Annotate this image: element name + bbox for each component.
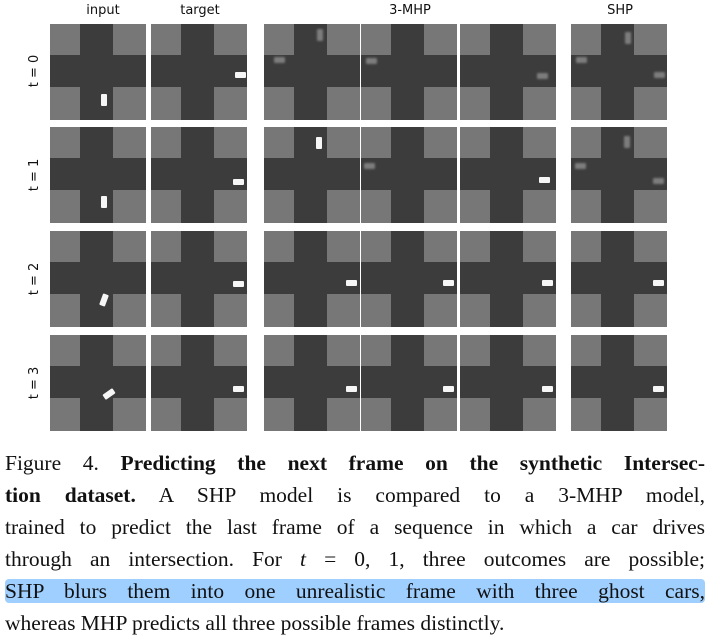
horizontal-road <box>50 158 146 190</box>
frame-t1-3-mhp-b <box>361 127 457 223</box>
horizontal-road <box>264 262 360 294</box>
ghost-car <box>575 163 586 169</box>
horizontal-road <box>264 366 360 398</box>
frame-t2-target <box>151 231 247 327</box>
horizontal-road <box>571 366 667 398</box>
ghost-car <box>317 29 323 41</box>
horizontal-road <box>361 366 457 398</box>
ghost-car <box>537 73 548 79</box>
ghost-car <box>366 58 377 64</box>
frame-t3-3-mhp-c <box>460 335 556 431</box>
frame-t2-3-mhp-c <box>460 231 556 327</box>
horizontal-road <box>571 55 667 87</box>
car <box>443 280 454 286</box>
frame-t1-3-mhp-c <box>460 127 556 223</box>
caption-title-part1: Predicting the next frame on the synthet… <box>120 451 706 475</box>
frame-t3-3-mhp-b <box>361 335 457 431</box>
car <box>101 196 107 208</box>
frame-t0-target <box>151 24 247 120</box>
ghost-car <box>624 136 630 148</box>
horizontal-road <box>361 158 457 190</box>
caption-line-1: Figure 4. Predicting the next frame on t… <box>5 447 705 479</box>
caption-highlighted-text: SHP blurs them into one unrealistic fram… <box>5 579 705 603</box>
car <box>233 179 244 185</box>
car <box>233 281 244 287</box>
horizontal-road <box>571 158 667 190</box>
row-label-t1: t = 1 <box>27 158 42 192</box>
horizontal-road <box>361 55 457 87</box>
horizontal-road <box>264 158 360 190</box>
car <box>443 386 454 392</box>
car <box>539 177 550 183</box>
horizontal-road <box>460 158 556 190</box>
car <box>542 386 553 392</box>
frame-t2-shp <box>571 231 667 327</box>
column-header-target: target <box>180 3 220 18</box>
frame-t0-shp <box>571 24 667 120</box>
caption-line-5: SHP blurs them into one unrealistic fram… <box>5 575 705 607</box>
caption-math-t: t <box>300 547 307 571</box>
frame-t1-3-mhp-a <box>264 127 360 223</box>
horizontal-road <box>50 55 146 87</box>
frame-t2-input <box>50 231 146 327</box>
frame-t2-3-mhp-a <box>264 231 360 327</box>
horizontal-road <box>50 262 146 294</box>
caption-line-6: whereas MHP predicts all three possible … <box>5 611 505 635</box>
frame-t1-input <box>50 127 146 223</box>
frame-t3-input <box>50 335 146 431</box>
row-label-t2: t = 2 <box>27 262 42 296</box>
car <box>346 386 357 392</box>
frame-t0-3-mhp-a <box>264 24 360 120</box>
car <box>653 280 664 286</box>
figure-label: Figure 4. <box>5 451 99 475</box>
frame-t2-3-mhp-b <box>361 231 457 327</box>
frame-t1-shp <box>571 127 667 223</box>
frame-t1-target <box>151 127 247 223</box>
horizontal-road <box>151 262 247 294</box>
horizontal-road <box>151 158 247 190</box>
ghost-car <box>274 57 285 63</box>
horizontal-road <box>460 262 556 294</box>
frame-t0-3-mhp-b <box>361 24 457 120</box>
caption-line-4: through an intersection. For t = 0, 1, t… <box>5 543 705 575</box>
caption-text-line2: A SHP model is compared to a 3-MHP model… <box>135 483 705 507</box>
row-label-t0: t = 0 <box>27 54 42 88</box>
horizontal-road <box>361 262 457 294</box>
ghost-car <box>625 32 631 44</box>
car <box>316 137 322 149</box>
horizontal-road <box>460 55 556 87</box>
car <box>542 280 553 286</box>
frame-t0-input <box>50 24 146 120</box>
caption-title-part2: tion dataset. <box>5 483 136 507</box>
car <box>101 94 107 106</box>
row-label-t3: t = 3 <box>27 366 42 400</box>
car <box>653 386 664 392</box>
horizontal-road <box>264 55 360 87</box>
column-header-shp: SHP <box>607 3 633 18</box>
ghost-car <box>364 163 375 169</box>
frame-t0-3-mhp-c <box>460 24 556 120</box>
car <box>346 280 357 286</box>
ghost-car <box>576 57 587 63</box>
column-header-input: input <box>86 3 120 18</box>
frame-t3-3-mhp-a <box>264 335 360 431</box>
frame-t3-target <box>151 335 247 431</box>
horizontal-road <box>571 262 667 294</box>
ghost-car <box>653 178 664 184</box>
caption-text-line4b: = 0, 1, three outcomes are possible; <box>306 547 705 571</box>
horizontal-road <box>151 55 247 87</box>
horizontal-road <box>50 366 146 398</box>
ghost-car <box>654 72 665 78</box>
frame-t3-shp <box>571 335 667 431</box>
caption-line-2: tion dataset. A SHP model is compared to… <box>5 479 705 511</box>
car <box>233 386 244 392</box>
caption-text-line4a: through an intersection. For <box>5 547 301 571</box>
car <box>235 72 246 78</box>
horizontal-road <box>151 366 247 398</box>
column-header-3-mhp: 3-MHP <box>389 3 431 18</box>
horizontal-road <box>460 366 556 398</box>
caption-line-3: trained to predict the last frame of a s… <box>5 515 705 539</box>
figure-caption: Figure 4. Predicting the next frame on t… <box>5 447 705 639</box>
